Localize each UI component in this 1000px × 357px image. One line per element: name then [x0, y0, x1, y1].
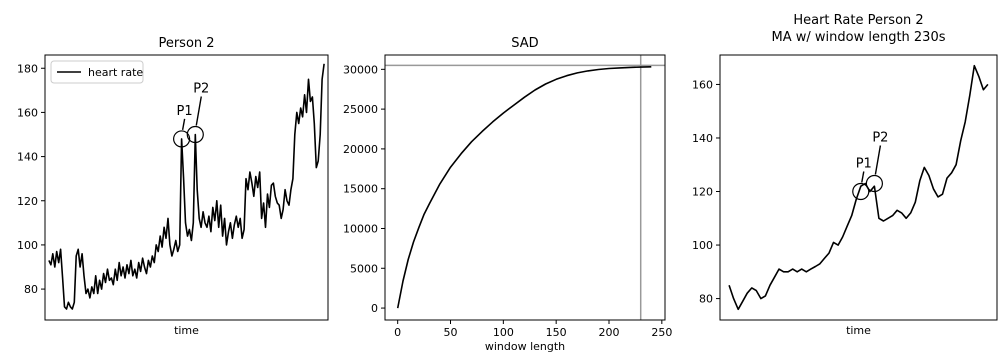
annotation-label: P1: [177, 104, 193, 119]
chart-title: SAD: [511, 36, 538, 51]
y-tick-label: 5000: [350, 262, 378, 275]
y-tick-label: 120: [17, 195, 38, 208]
y-tick-label: 30000: [343, 63, 378, 76]
annotation-p2: P2: [865, 130, 888, 193]
y-tick-label: 15000: [343, 183, 378, 196]
x-axis-label: time: [174, 324, 199, 337]
legend: heart rate: [50, 60, 144, 84]
annotation-label: P1: [856, 157, 872, 172]
y-tick-label: 140: [17, 151, 38, 164]
x-tick-label: 200: [599, 326, 620, 339]
legend-frame: [50, 60, 144, 84]
x-axis-label: window length: [485, 340, 565, 353]
annotation-pointer: [181, 118, 186, 131]
annotation-p1: P1: [173, 104, 193, 148]
charts-root: Person 2 80 100 120 140 160 180 time heart rate P…: [17, 13, 998, 353]
y-tick-label: 25000: [343, 103, 378, 116]
legend-label: heart rate: [88, 66, 143, 79]
y-tick-label: 140: [692, 132, 713, 145]
x-tick-label: 100: [493, 326, 514, 339]
chart-1: Person 2 80 100 120 140 160 180 time heart rate P…: [17, 36, 329, 337]
annotation-circle: [173, 130, 191, 148]
x-tick-label: 0: [394, 326, 401, 339]
annotation-label: P2: [872, 130, 888, 145]
annotation-pointer: [861, 171, 865, 183]
annotation-p2: P2: [186, 82, 209, 144]
y-tick-label: 80: [699, 293, 713, 306]
annotation-label: P2: [193, 82, 209, 97]
axes-frame: [384, 54, 666, 321]
y-tick-label: 0: [371, 302, 378, 315]
chart-3: Heart Rate Person 2 MA w/ window length 2…: [692, 13, 998, 337]
x-tick-label: 150: [546, 326, 567, 339]
y-tick-label: 20000: [343, 143, 378, 156]
y-tick-label: 180: [17, 62, 38, 75]
annotation-p1: P1: [852, 157, 872, 201]
annotation-pointer: [195, 96, 202, 126]
annotation-pointer: [874, 145, 882, 175]
chart-subtitle: MA w/ window length 230s: [772, 30, 946, 45]
y-tick-label: 10000: [343, 222, 378, 235]
series-line: [396, 66, 652, 309]
series-line: [728, 64, 989, 311]
y-tick-label: 160: [692, 78, 713, 91]
x-axis-label: time: [846, 324, 871, 337]
chart-title: Person 2: [158, 36, 214, 51]
series-line: [48, 63, 325, 310]
axes-frame: [719, 54, 998, 321]
x-tick-label: 50: [444, 326, 458, 339]
y-tick-label: 100: [692, 239, 713, 252]
y-tick-label: 100: [17, 239, 38, 252]
y-tick-label: 160: [17, 106, 38, 119]
axes-frame: [44, 54, 329, 321]
y-tick-label: 80: [24, 283, 38, 296]
annotation-circle: [852, 182, 870, 201]
y-tick-label: 120: [692, 186, 713, 199]
annotation-circle: [186, 125, 204, 144]
chart-2: SAD 0 5000 10000 15000 20000 25000 30000 0 50 100 1…: [343, 36, 672, 353]
annotation-circle: [865, 174, 883, 193]
x-tick-label: 250: [651, 326, 672, 339]
chart-title: Heart Rate Person 2: [793, 13, 923, 28]
